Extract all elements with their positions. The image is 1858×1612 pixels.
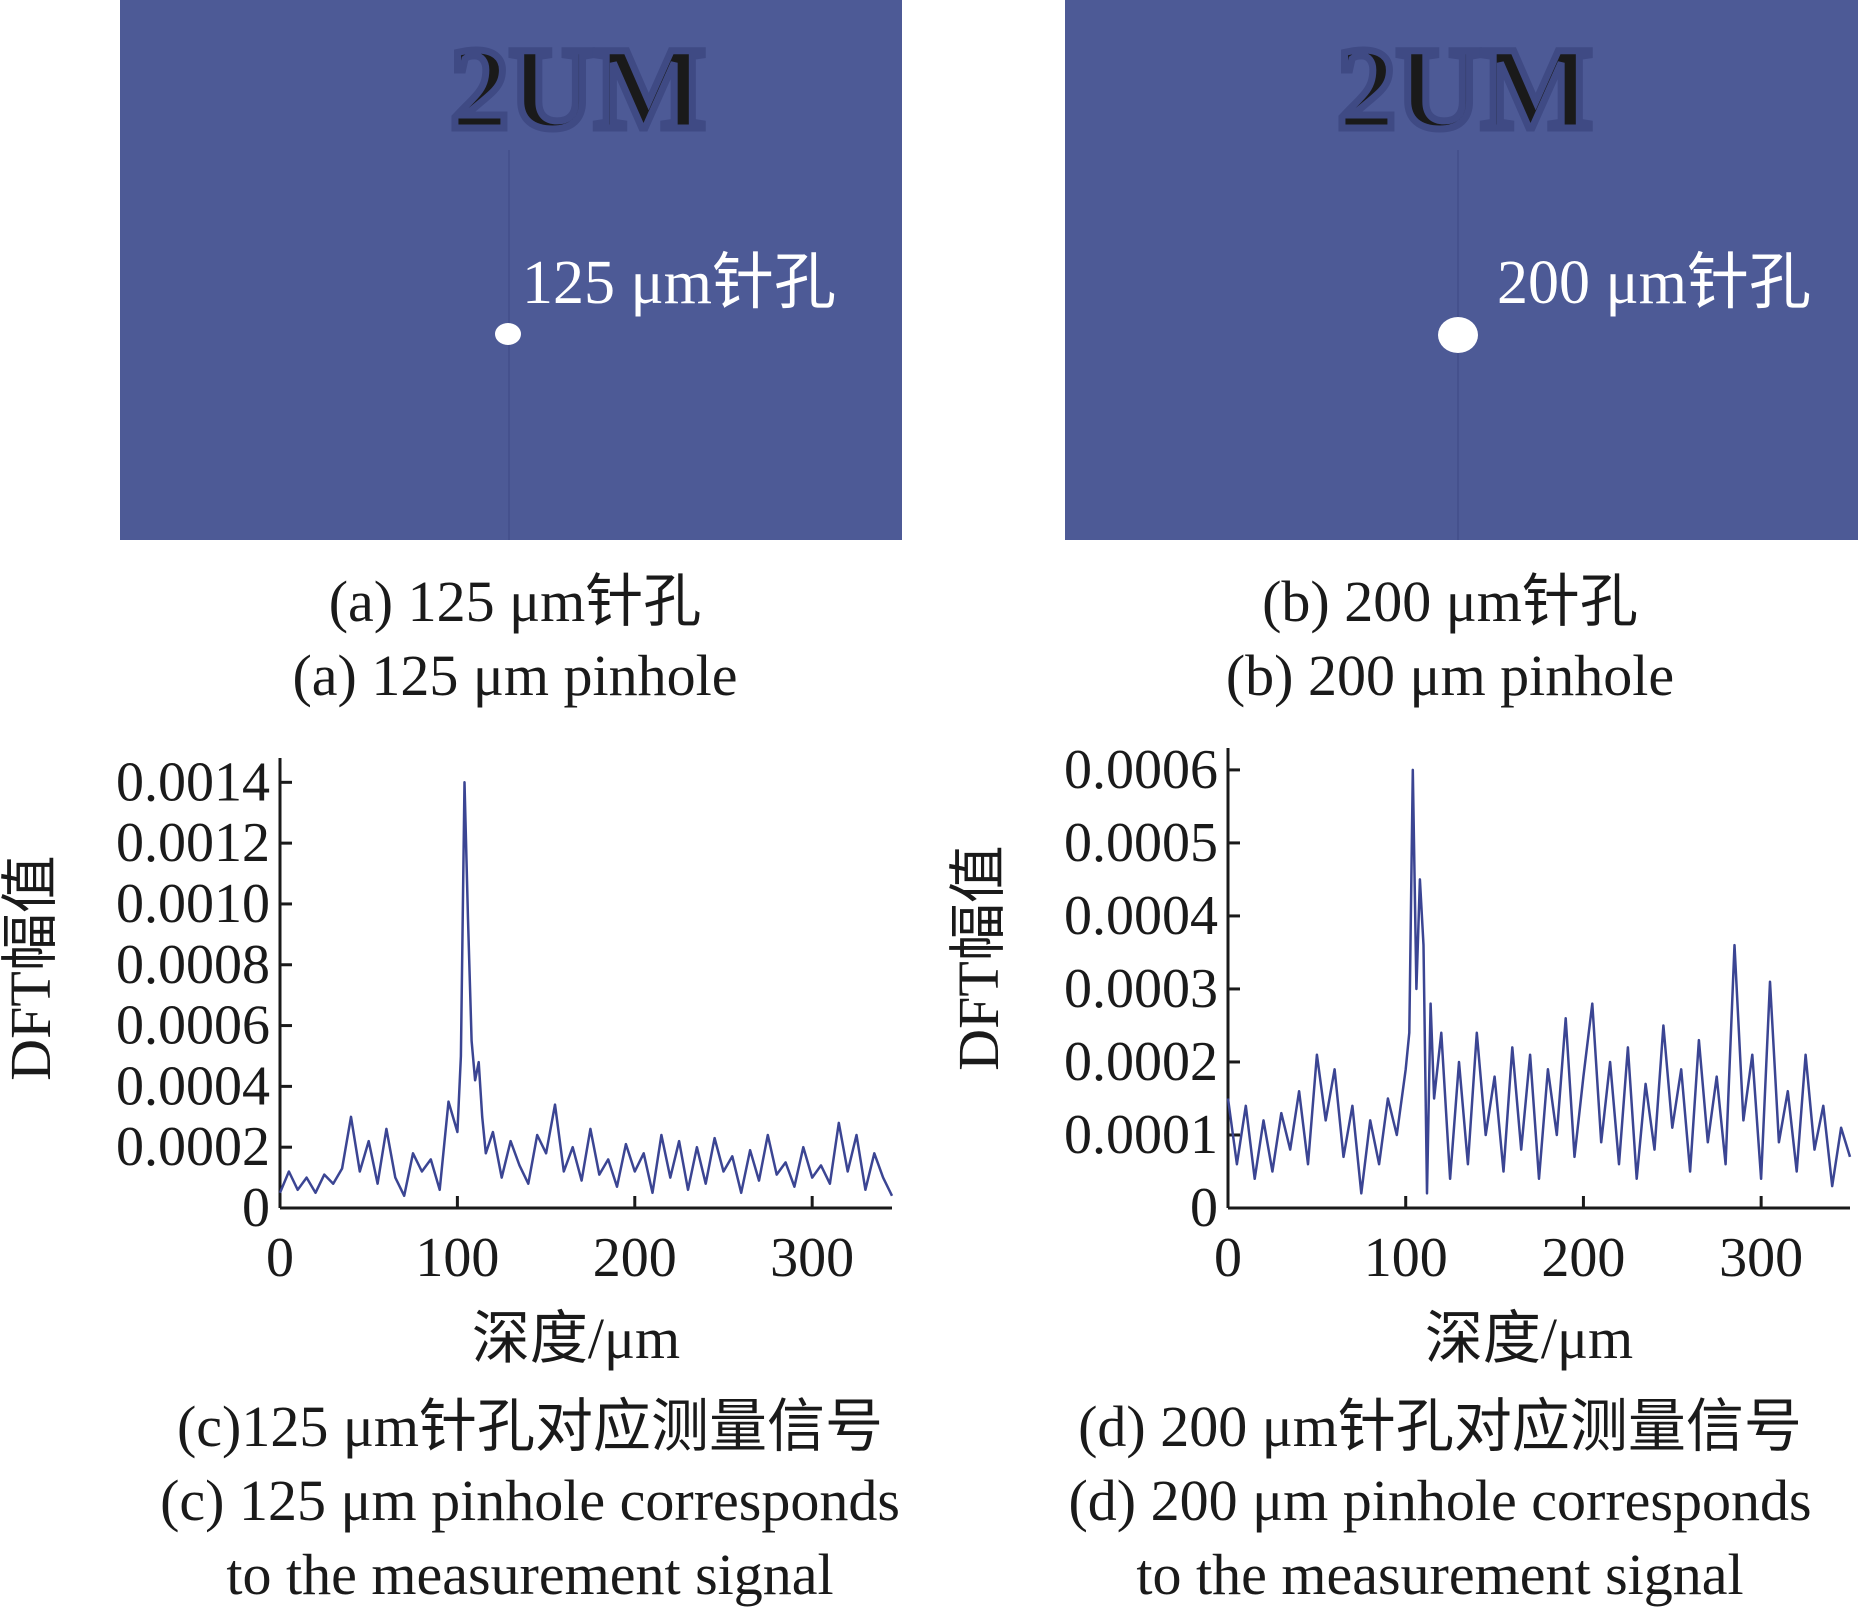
- pinhole-spot: [1438, 317, 1478, 353]
- chart-200um-signal: 0 0.0001 0.0002 0.0003 0.0004 0.0005 0.0006 0 10…: [946, 739, 1852, 1371]
- x-tick-label: 200: [593, 1227, 677, 1289]
- caption-en: (a) 125 μm pinhole: [292, 643, 738, 708]
- x-axis-label: 深度/μm: [1425, 1306, 1633, 1371]
- caption-d: (d) 200 μm针孔对应测量信号 (d) 200 μm pinhole co…: [960, 1390, 1858, 1612]
- caption-a: (a) 125 μm针孔 (a) 125 μm pinhole: [40, 565, 990, 713]
- chart-125um-signal: 00.00020.00040.00060.00080.00100.00120.0…: [0, 751, 894, 1371]
- x-tick-label: 0: [1214, 1227, 1242, 1289]
- pinhole-spot: [495, 323, 521, 345]
- caption-zh: (d) 200 μm针孔对应测量信号: [1078, 1394, 1802, 1459]
- chip-logo-text: 2UM: [1337, 23, 1593, 154]
- y-tick-label: 0.0012: [116, 812, 270, 874]
- y-tick-label: 0.0006: [116, 995, 270, 1057]
- y-tick-label: 0.0006: [1064, 739, 1218, 801]
- x-axis-label: 深度/μm: [472, 1306, 680, 1371]
- caption-zh: (a) 125 μm针孔: [328, 569, 702, 634]
- caption-en-line2: to the measurement signal: [1136, 1542, 1744, 1607]
- caption-zh: (c)125 μm针孔对应测量信号: [176, 1394, 884, 1459]
- y-tick-label: 0: [242, 1177, 270, 1239]
- photo-200um-pinhole: 2UM 200 μm针孔: [1065, 0, 1858, 540]
- y-axis-label: DFT幅值: [946, 845, 1011, 1071]
- chip-logo-text: 2UM: [450, 23, 706, 154]
- caption-en-line1: (c) 125 μm pinhole corresponds: [160, 1468, 900, 1533]
- y-tick-label: 0.0001: [1064, 1104, 1218, 1166]
- x-tick-label: 300: [1719, 1227, 1803, 1289]
- caption-en-line2: to the measurement signal: [226, 1542, 834, 1607]
- pinhole-label: 125 μm针孔: [522, 249, 836, 317]
- x-tick-label: 0: [266, 1227, 294, 1289]
- pinhole-photo-graphic: 2UM: [1334, 20, 1596, 540]
- caption-b: (b) 200 μm针孔 (b) 200 μm pinhole: [960, 565, 1858, 713]
- y-axis-label: DFT幅值: [0, 855, 63, 1081]
- y-tick-label: 0.0010: [116, 873, 270, 935]
- x-tick-label: 100: [1364, 1227, 1448, 1289]
- y-tick-label: 0.0002: [116, 1116, 270, 1178]
- y-tick-label: 0.0004: [1064, 885, 1218, 947]
- y-tick-label: 0: [1190, 1177, 1218, 1239]
- y-tick-label: 0.0002: [1064, 1031, 1218, 1093]
- y-tick-label: 0.0008: [116, 934, 270, 996]
- caption-en: (b) 200 μm pinhole: [1225, 643, 1675, 708]
- y-tick-label: 0.0003: [1064, 958, 1218, 1020]
- caption-en-line1: (d) 200 μm pinhole corresponds: [1068, 1468, 1812, 1533]
- caption-zh: (b) 200 μm针孔: [1262, 569, 1638, 634]
- y-tick-label: 0.0014: [116, 751, 270, 813]
- photo-125um-pinhole: 2UM 125 μm针孔: [120, 0, 902, 540]
- y-tick-label: 0.0005: [1064, 812, 1218, 874]
- x-tick-label: 300: [770, 1227, 854, 1289]
- y-tick-label: 0.0004: [116, 1055, 270, 1117]
- x-tick-label: 100: [415, 1227, 499, 1289]
- pinhole-label: 200 μm针孔: [1497, 249, 1811, 317]
- series-line: [1226, 768, 1852, 1195]
- pinhole-photo-graphic: 2UM: [447, 20, 709, 540]
- series-line: [278, 781, 894, 1198]
- x-tick-label: 200: [1541, 1227, 1625, 1289]
- caption-c: (c)125 μm针孔对应测量信号 (c) 125 μm pinhole cor…: [0, 1390, 1060, 1612]
